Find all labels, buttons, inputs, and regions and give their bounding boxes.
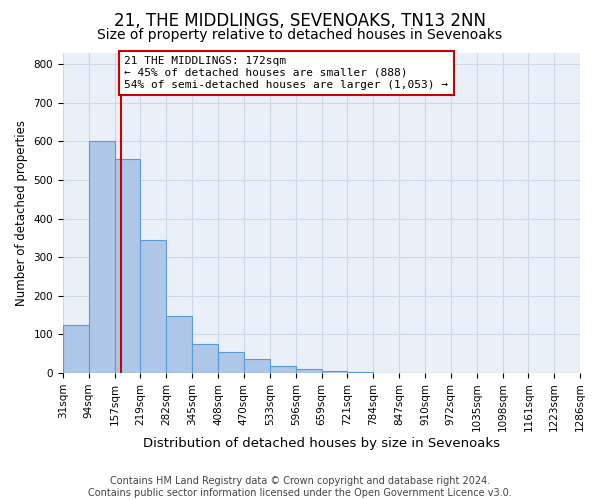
- Bar: [115, 158, 140, 373]
- Bar: [322, 371, 347, 373]
- Text: Contains HM Land Registry data © Crown copyright and database right 2024.
Contai: Contains HM Land Registry data © Crown c…: [88, 476, 512, 498]
- Y-axis label: Number of detached properties: Number of detached properties: [15, 120, 28, 306]
- Bar: [296, 369, 322, 373]
- Text: 21 THE MIDDLINGS: 172sqm
← 45% of detached houses are smaller (888)
54% of semi-: 21 THE MIDDLINGS: 172sqm ← 45% of detach…: [124, 56, 448, 90]
- Bar: [270, 366, 296, 373]
- Bar: [244, 360, 270, 373]
- Bar: [166, 316, 192, 373]
- Bar: [89, 142, 115, 373]
- Bar: [347, 372, 373, 373]
- Bar: [218, 352, 244, 373]
- Bar: [192, 344, 218, 373]
- X-axis label: Distribution of detached houses by size in Sevenoaks: Distribution of detached houses by size …: [143, 437, 500, 450]
- Bar: [140, 240, 166, 373]
- Bar: [63, 324, 89, 373]
- Text: 21, THE MIDDLINGS, SEVENOAKS, TN13 2NN: 21, THE MIDDLINGS, SEVENOAKS, TN13 2NN: [114, 12, 486, 30]
- Text: Size of property relative to detached houses in Sevenoaks: Size of property relative to detached ho…: [97, 28, 503, 42]
